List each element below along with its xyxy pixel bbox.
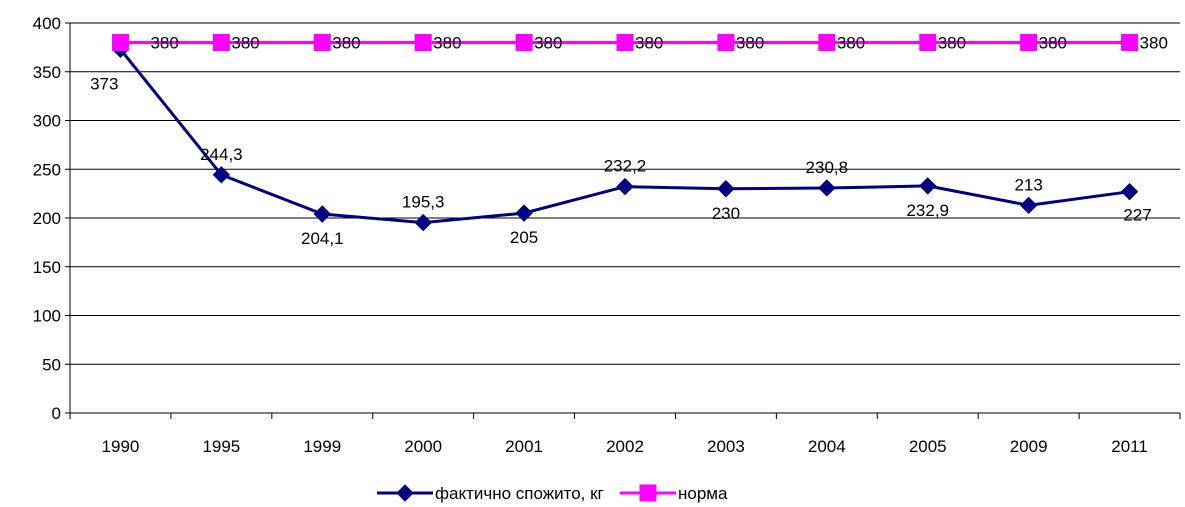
data-label: 232,2 [604, 157, 647, 176]
data-label: 380 [938, 34, 966, 53]
x-tick-label: 2009 [1010, 437, 1048, 456]
data-point [313, 205, 331, 223]
data-point [1019, 196, 1038, 215]
legend-label: фактично спожито, кг [435, 484, 604, 503]
data-point [515, 204, 533, 222]
series-1 [111, 34, 1139, 51]
data-label: 380 [635, 34, 663, 53]
data-point [414, 34, 432, 51]
y-tick-label: 50 [42, 355, 61, 374]
data-point [616, 177, 634, 196]
series-0 [111, 40, 1139, 232]
data-label: 380 [736, 34, 764, 53]
data-point [313, 34, 331, 51]
data-label: 380 [1140, 34, 1168, 53]
data-point [818, 34, 836, 51]
data-point [111, 34, 129, 51]
data-label: 230 [712, 204, 740, 223]
y-tick-label: 300 [33, 112, 61, 131]
legend-item: фактично спожито, кг [377, 484, 604, 503]
data-point [717, 180, 735, 198]
data-point [212, 166, 231, 184]
y-tick-label: 150 [33, 258, 61, 277]
data-label: 380 [332, 34, 360, 53]
data-point [1120, 182, 1139, 201]
x-tick-label: 1990 [102, 437, 140, 456]
data-point [515, 34, 533, 51]
data-label: 232,9 [906, 201, 949, 220]
legend-marker [639, 484, 657, 502]
x-tick-label: 2003 [707, 437, 745, 456]
data-label: 380 [837, 34, 865, 53]
data-label: 205 [510, 228, 538, 247]
data-label: 380 [1039, 34, 1067, 53]
data-label: 380 [231, 34, 259, 53]
x-tick-label: 2011 [1111, 437, 1148, 456]
data-point [717, 34, 735, 51]
y-tick-label: 200 [33, 209, 61, 228]
x-tick-label: 2002 [606, 437, 644, 456]
data-point [1121, 34, 1139, 51]
data-point [212, 34, 230, 51]
y-tick-label: 400 [33, 14, 61, 33]
data-label: 380 [534, 34, 562, 53]
y-tick-label: 250 [33, 160, 61, 179]
x-tick-label: 2004 [808, 437, 846, 456]
data-point [1020, 34, 1038, 51]
x-tick-label: 2005 [909, 437, 947, 456]
data-label: 244,3 [200, 145, 243, 164]
legend: фактично спожито, кг норма [377, 484, 728, 503]
legend-item: норма [620, 484, 728, 503]
data-label: 380 [433, 34, 461, 53]
data-point [919, 177, 937, 195]
x-tick-label: 2001 [505, 437, 543, 456]
x-tick-label: 2000 [404, 437, 442, 456]
data-label: 230,8 [806, 158, 849, 177]
data-point [414, 213, 432, 232]
series-line [119, 48, 1130, 225]
data-labels-series-1: 380 380 380 380 380 380 380 380 380 380 380 [150, 34, 1167, 53]
x-tick-label: 1999 [303, 437, 341, 456]
data-point [616, 34, 634, 51]
data-label: 204,1 [301, 229, 344, 248]
y-tick-label: 0 [52, 404, 61, 423]
gridlines [70, 22, 1180, 365]
data-label: 213 [1014, 175, 1042, 194]
data-point [919, 34, 937, 51]
legend-label: норма [678, 484, 728, 503]
data-point [818, 179, 836, 197]
data-labels-series-0: 373 244,3 204,1 195,3 205 232,2 230 230,8 232,9 2… [90, 74, 1152, 248]
data-label: 227 [1123, 206, 1151, 225]
y-tick-label: 350 [33, 63, 61, 82]
data-label: 195,3 [402, 193, 445, 212]
data-label: 373 [90, 74, 118, 93]
legend-marker [396, 484, 414, 502]
y-tick-label: 100 [33, 307, 61, 326]
x-axis: 1990 1995 1999 2000 2001 2002 2003 2004 2005 2009… [69, 412, 1181, 456]
x-tick-label: 1995 [202, 437, 240, 456]
data-label: 380 [150, 34, 178, 53]
y-axis: 0 50 100 150 200 250 300 350 400 [33, 14, 71, 423]
